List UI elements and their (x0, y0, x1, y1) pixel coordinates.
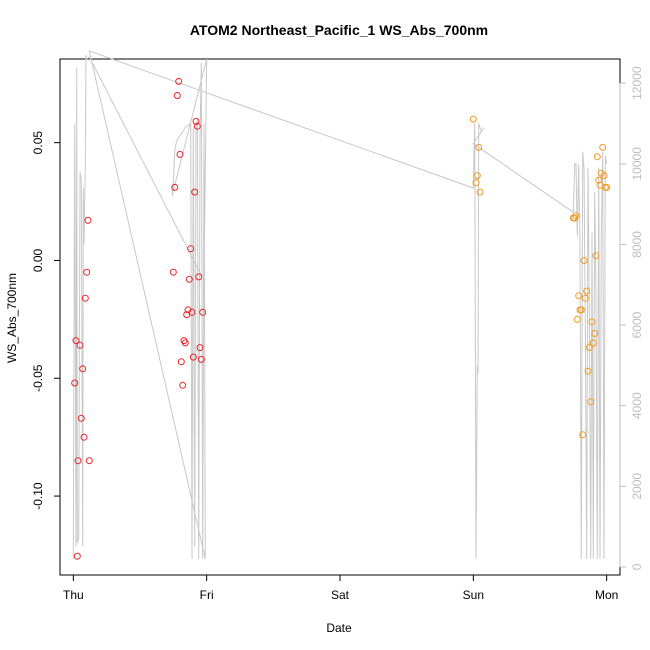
data-point-series-2 (592, 252, 600, 260)
data-point-series-2 (589, 339, 597, 347)
data-point-series-1 (76, 341, 84, 349)
altitude-line (72, 50, 608, 560)
data-point-series-1 (175, 77, 183, 85)
data-point-series-2 (581, 294, 589, 302)
data-point-series-1 (77, 414, 85, 422)
data-point-series-1 (81, 294, 89, 302)
y-tick-label: 0.05 (31, 131, 45, 155)
data-point-series-1 (189, 353, 197, 361)
data-point-series-1 (83, 268, 91, 276)
data-point-series-1 (191, 188, 199, 196)
y-axis-label: WS_Abs_700nm (5, 273, 19, 363)
data-point-series-2 (584, 367, 592, 375)
y-right-tick-label: 4000 (630, 392, 644, 419)
y-right-tick-label: 8000 (630, 231, 644, 258)
data-point-series-2 (577, 306, 585, 314)
data-point-series-1 (181, 339, 189, 347)
altitude-line-layer (72, 50, 608, 560)
data-point-series-2 (476, 188, 484, 196)
data-point-series-1 (72, 337, 80, 345)
data-point-series-1 (192, 117, 200, 125)
data-point-series-2 (579, 431, 587, 439)
data-point-series-1 (197, 355, 205, 363)
data-point-series-1 (171, 183, 179, 191)
data-point-series-1 (173, 92, 181, 99)
data-point-series-2 (603, 183, 611, 191)
y-axis-left: -0.10 -0.05 0.00 0.05 (31, 131, 61, 510)
y-right-tick-label: 6000 (630, 311, 644, 338)
data-point-series-1 (79, 365, 87, 373)
data-point-series-1 (188, 308, 196, 316)
y-right-tick-label: 2000 (630, 473, 644, 500)
x-axis: Thu Fri Sat Sun Mon (63, 574, 618, 602)
y-right-tick-label: 12000 (630, 66, 644, 100)
data-point-series-1 (179, 381, 187, 389)
x-tick-label: Sun (463, 588, 484, 602)
data-point-series-1 (185, 275, 193, 283)
x-tick-label: Mon (595, 588, 618, 602)
data-point-series-2 (469, 115, 477, 123)
data-point-series-2 (573, 315, 581, 323)
y-tick-label: -0.10 (31, 482, 45, 510)
data-point-series-2 (595, 176, 603, 184)
y-axis-right: 0 2000 4000 6000 8000 10000 12000 (619, 66, 644, 570)
data-point-series-1 (196, 344, 204, 352)
data-point-series-2 (580, 257, 588, 264)
data-point-series-1 (199, 308, 207, 316)
data-point-series-2 (575, 292, 583, 300)
data-point-series-1 (84, 216, 92, 224)
data-point-series-1 (169, 268, 177, 276)
points-layer (71, 77, 611, 560)
x-axis-label: Date (326, 621, 352, 635)
data-point-series-1 (176, 150, 184, 158)
x-tick-label: Thu (63, 588, 84, 602)
x-tick-label: Fri (200, 588, 214, 602)
y-right-tick-label: 0 (630, 563, 644, 570)
data-point-series-2 (591, 330, 599, 337)
data-point-series-1 (195, 273, 203, 281)
data-point-series-2 (585, 344, 593, 352)
x-tick-label: Sat (331, 588, 350, 602)
data-point-series-1 (193, 122, 201, 130)
data-point-series-2 (472, 179, 480, 187)
data-point-series-2 (588, 318, 596, 326)
data-point-series-2 (599, 143, 607, 151)
data-point-series-1 (80, 433, 88, 441)
y-right-tick-label: 10000 (630, 147, 644, 181)
y-tick-label: -0.05 (31, 364, 45, 392)
data-point-series-1 (71, 379, 79, 387)
data-point-series-1 (73, 552, 81, 560)
data-point-series-2 (583, 287, 591, 295)
chart-title: ATOM2 Northeast_Pacific_1 WS_Abs_700nm (190, 22, 488, 38)
data-point-series-2 (593, 153, 601, 161)
data-point-series-2 (473, 172, 481, 180)
data-point-series-1 (177, 358, 185, 366)
data-point-series-2 (587, 398, 595, 406)
data-point-series-2 (600, 172, 608, 180)
data-point-series-2 (475, 143, 483, 151)
plot-frame (59, 58, 621, 576)
data-point-series-1 (187, 245, 195, 253)
data-point-series-1 (74, 457, 82, 465)
data-point-series-1 (85, 457, 93, 465)
data-point-series-2 (572, 212, 580, 220)
y-tick-label: 0.00 (31, 248, 45, 272)
